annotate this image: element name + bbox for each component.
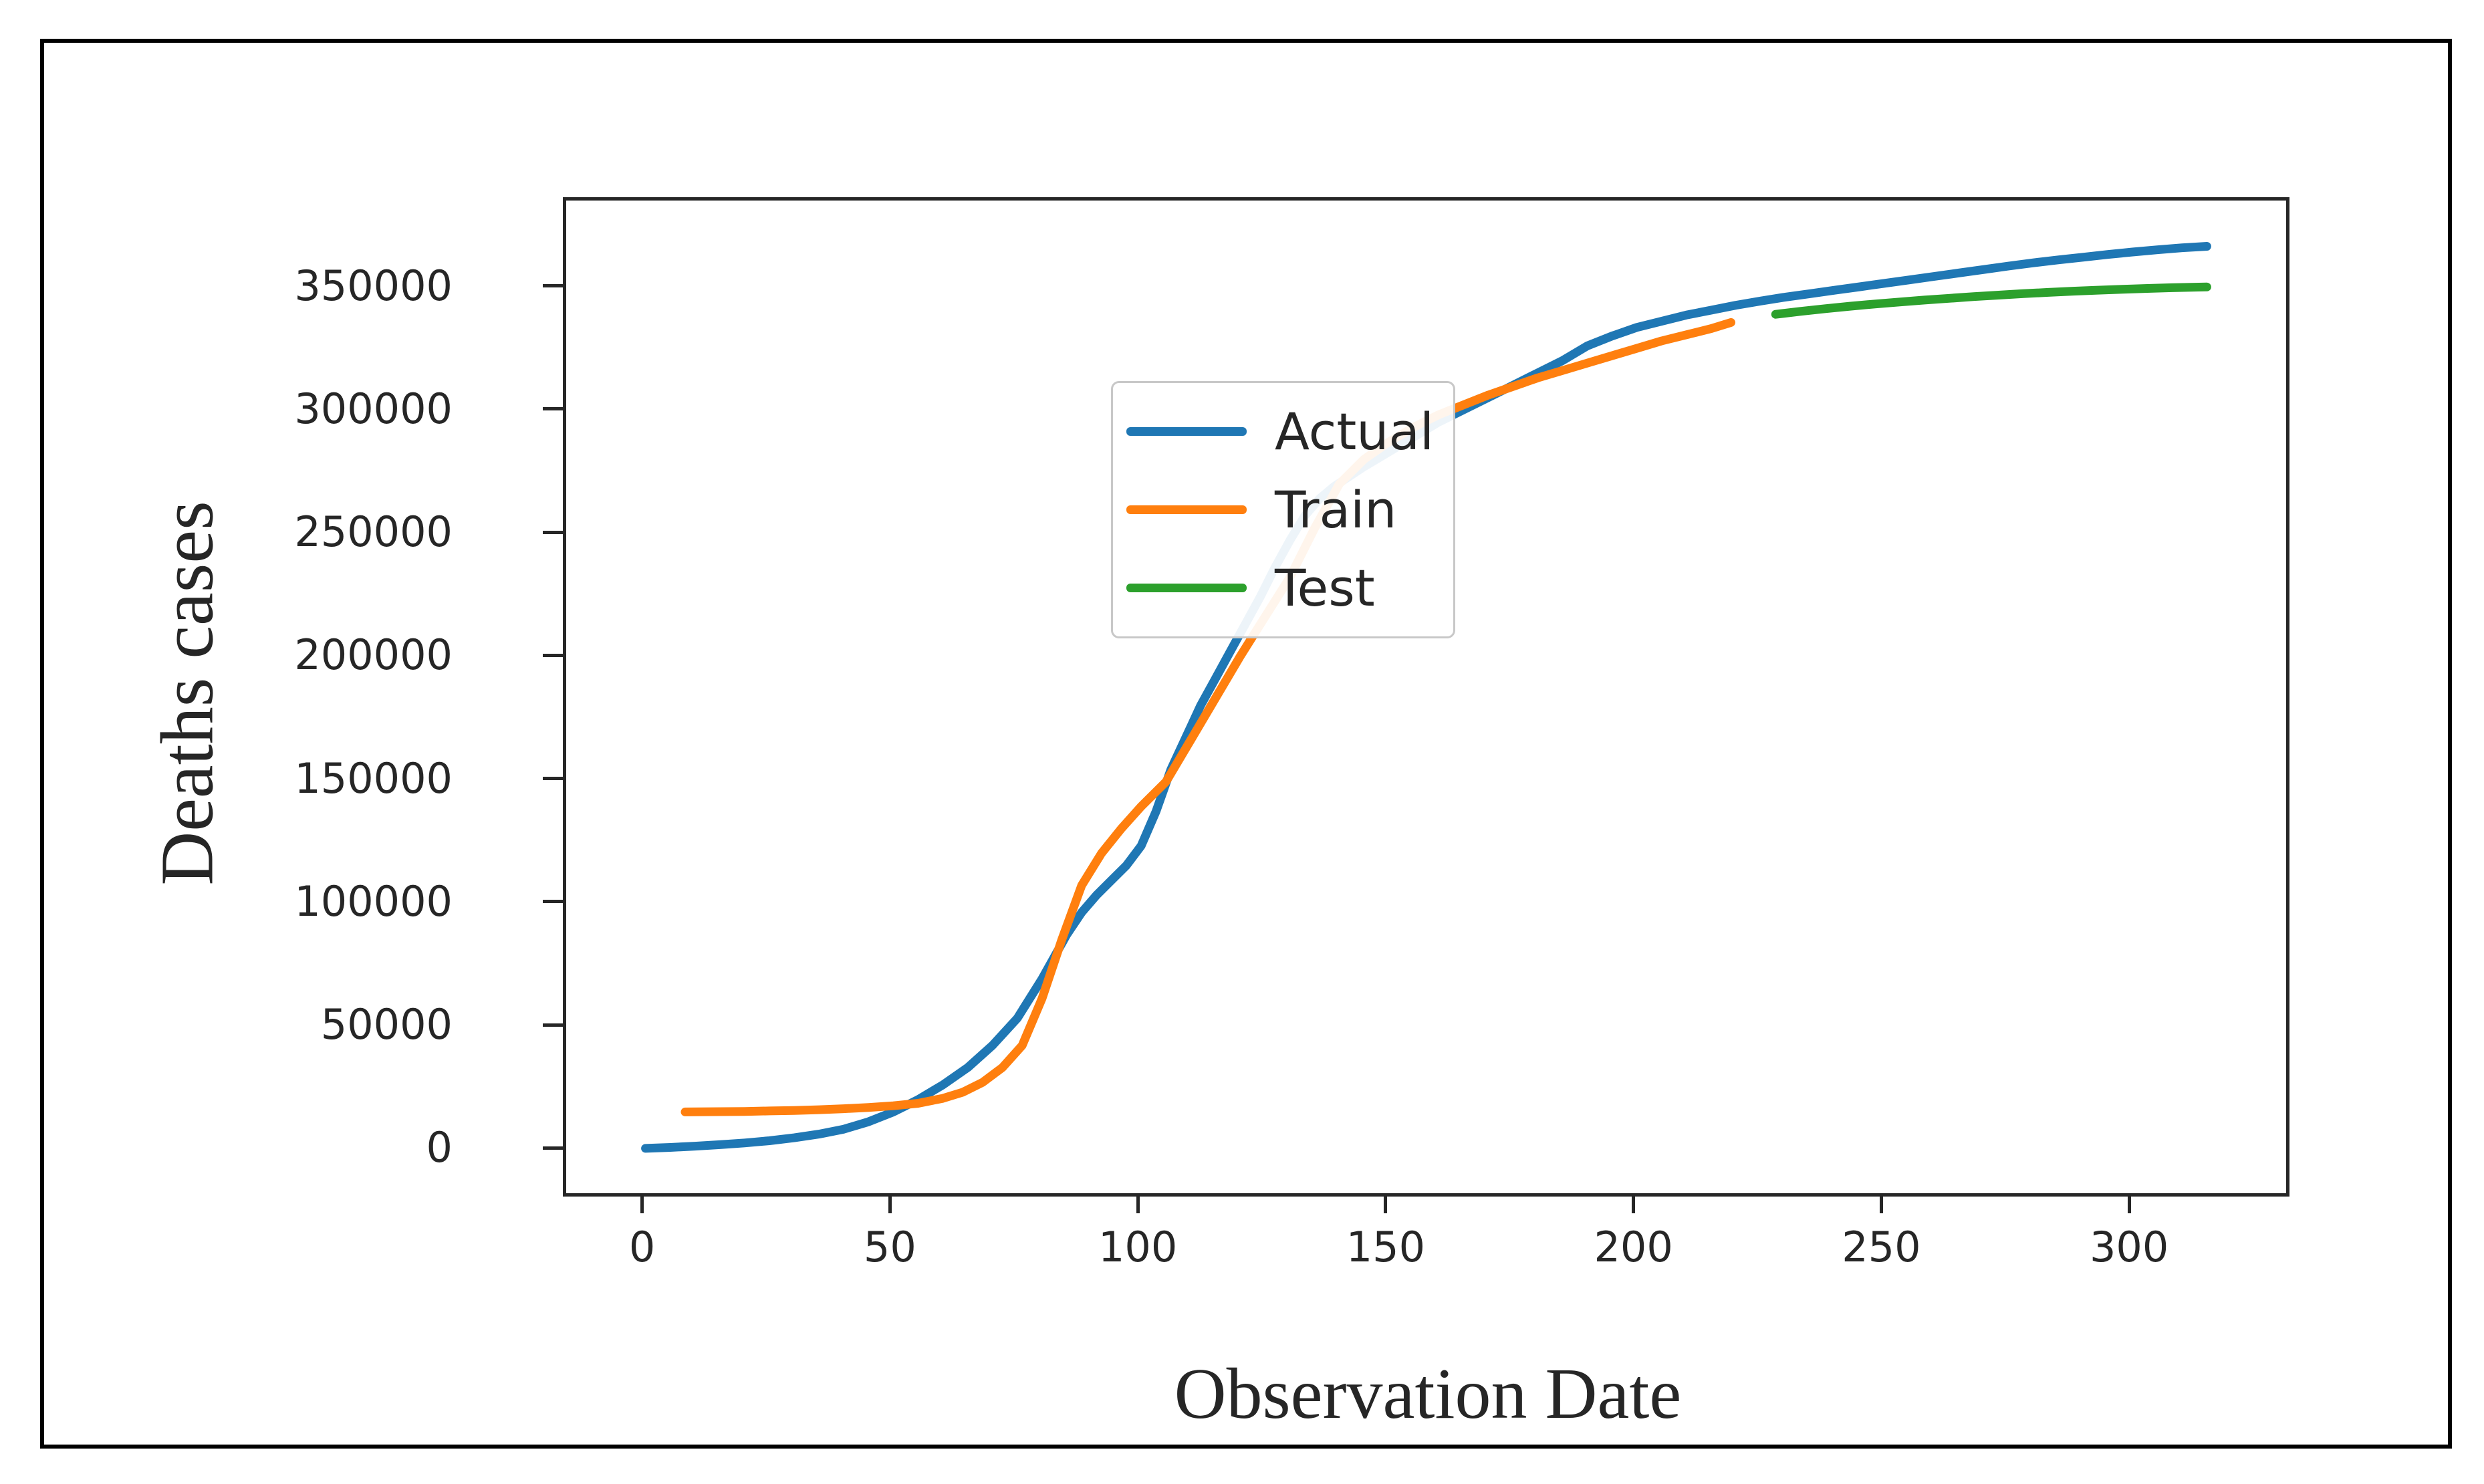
x-tick-label: 0 <box>628 1223 656 1271</box>
x-tick-label: 150 <box>1346 1223 1426 1271</box>
legend: Actual Train Test <box>1111 381 1455 638</box>
x-tick-mark <box>888 1193 892 1213</box>
y-tick-mark <box>543 1023 563 1027</box>
y-tick-mark <box>543 653 563 657</box>
x-axis-title: Observation Date <box>1174 1354 1682 1434</box>
y-tick-mark <box>543 407 563 411</box>
x-tick-label: 100 <box>1098 1223 1178 1271</box>
legend-line-icon <box>1126 584 1247 592</box>
y-tick-mark <box>543 900 563 904</box>
y-tick-mark <box>543 777 563 781</box>
x-tick-label: 300 <box>2089 1223 2169 1271</box>
x-tick-label: 200 <box>1594 1223 1673 1271</box>
y-tick-label: 0 <box>426 1123 453 1172</box>
legend-item-actual: Actual <box>1113 401 1453 461</box>
y-axis-title: Deaths cases <box>146 501 229 886</box>
image-border: Actual Train Test 0 50000 100000 150000 200000… <box>40 39 2452 1449</box>
x-tick-label: 50 <box>863 1223 916 1271</box>
plot-area: Actual Train Test <box>563 197 2289 1197</box>
legend-label: Test <box>1275 558 1375 618</box>
y-tick-mark <box>543 284 563 288</box>
legend-label: Train <box>1275 479 1397 539</box>
x-tick-label: 250 <box>1842 1223 1921 1271</box>
legend-label: Actual <box>1275 401 1435 461</box>
x-tick-mark <box>1879 1193 1883 1213</box>
series-line-test <box>1771 282 2211 319</box>
x-tick-mark <box>640 1193 644 1213</box>
x-tick-mark <box>2127 1193 2131 1213</box>
y-tick-mark <box>543 530 563 534</box>
y-tick-label: 50000 <box>320 1000 453 1049</box>
y-tick-label: 350000 <box>294 261 453 310</box>
series-line-train <box>680 318 1735 1116</box>
legend-line-icon <box>1126 427 1247 436</box>
y-tick-label: 250000 <box>294 507 453 557</box>
y-tick-label: 300000 <box>294 384 453 433</box>
y-tick-label: 150000 <box>294 753 453 803</box>
legend-item-test: Test <box>1113 558 1453 618</box>
legend-item-train: Train <box>1113 483 1453 537</box>
x-tick-mark <box>1136 1193 1140 1213</box>
plot-svg <box>641 242 2211 1153</box>
y-tick-label: 200000 <box>294 630 453 680</box>
y-tick-label: 100000 <box>294 876 453 926</box>
legend-line-icon <box>1126 505 1247 514</box>
x-tick-mark <box>1384 1193 1388 1213</box>
x-tick-mark <box>1632 1193 1636 1213</box>
y-tick-mark <box>543 1146 563 1150</box>
